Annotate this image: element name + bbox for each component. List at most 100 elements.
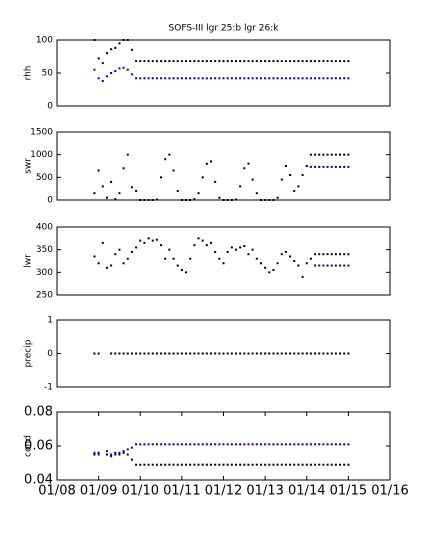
data-point [334, 463, 337, 466]
data-point [347, 253, 350, 256]
data-point [239, 185, 242, 188]
data-point [301, 77, 304, 80]
data-point [326, 253, 329, 256]
data-point [255, 77, 258, 80]
data-point [301, 174, 304, 177]
data-point [139, 239, 142, 242]
data-point [105, 75, 108, 78]
data-point [172, 257, 175, 260]
data-point [122, 262, 125, 265]
data-point [259, 199, 262, 201]
data-point [318, 60, 321, 63]
axes-frame [56, 411, 391, 481]
data-point [322, 253, 325, 256]
data-point [160, 244, 163, 247]
data-point [247, 463, 250, 466]
data-point [114, 352, 117, 355]
data-point [268, 352, 271, 355]
data-point [118, 453, 121, 456]
data-point [155, 198, 158, 201]
data-point [251, 77, 254, 80]
data-point [197, 352, 200, 355]
data-point [326, 165, 329, 168]
data-point [234, 248, 237, 251]
data-point [280, 443, 283, 446]
data-point [264, 463, 267, 466]
data-point [322, 77, 325, 80]
data-point [172, 443, 175, 446]
data-point [164, 158, 167, 161]
data-point [289, 60, 292, 63]
data-point [172, 463, 175, 466]
data-point [326, 352, 329, 355]
data-point [168, 77, 171, 80]
data-point [305, 165, 308, 167]
data-point [314, 60, 317, 63]
data-point [268, 199, 271, 201]
data-point [314, 77, 317, 80]
data-point [255, 192, 258, 195]
data-point [151, 60, 154, 63]
data-point [210, 463, 213, 466]
data-point [118, 42, 121, 45]
data-point [155, 443, 158, 446]
data-point [301, 443, 304, 446]
data-point [222, 60, 225, 63]
data-point [160, 443, 163, 446]
data-point [330, 443, 333, 446]
data-point [172, 352, 175, 355]
data-point [234, 443, 237, 446]
data-point [226, 199, 229, 201]
y-tick-label: 100 [36, 36, 53, 46]
data-point [168, 443, 171, 446]
x-tick-label: 01/14 [288, 484, 325, 499]
data-point [309, 153, 312, 156]
data-point [289, 352, 292, 355]
data-point [243, 167, 246, 170]
data-point [135, 463, 138, 466]
data-point [222, 443, 225, 446]
y-tick-label: 300 [36, 268, 53, 278]
data-point [226, 60, 229, 63]
data-point [201, 77, 204, 80]
data-point [247, 443, 250, 446]
data-point [185, 352, 188, 355]
data-point [301, 463, 304, 466]
data-point [201, 60, 204, 63]
data-point [126, 352, 129, 355]
data-point [118, 248, 121, 251]
data-point [239, 246, 242, 249]
data-point [318, 77, 321, 80]
axes-frame [56, 39, 391, 107]
data-point [259, 262, 262, 265]
data-point [264, 77, 267, 80]
data-point [255, 352, 258, 355]
data-point [230, 463, 233, 466]
data-point [343, 253, 346, 256]
data-point [343, 264, 346, 267]
data-point [210, 443, 213, 446]
data-point [347, 60, 350, 63]
data-point [334, 60, 337, 63]
data-point [264, 352, 267, 355]
data-point [126, 153, 129, 156]
data-point [280, 60, 283, 63]
data-point [143, 463, 146, 466]
data-point [339, 77, 342, 80]
data-point [284, 352, 287, 355]
data-point [110, 180, 113, 183]
data-point [276, 463, 279, 466]
data-point [205, 77, 208, 80]
data-point [243, 463, 246, 466]
data-point [189, 443, 192, 446]
data-point [343, 60, 346, 63]
data-point [201, 463, 204, 466]
data-point [110, 264, 113, 267]
data-point [293, 77, 296, 80]
data-point [330, 463, 333, 466]
data-point [110, 453, 113, 456]
y-tick-label: 400 [36, 223, 53, 233]
data-point [105, 450, 108, 453]
y-tick-label: 0 [47, 196, 53, 206]
data-point [239, 77, 242, 80]
